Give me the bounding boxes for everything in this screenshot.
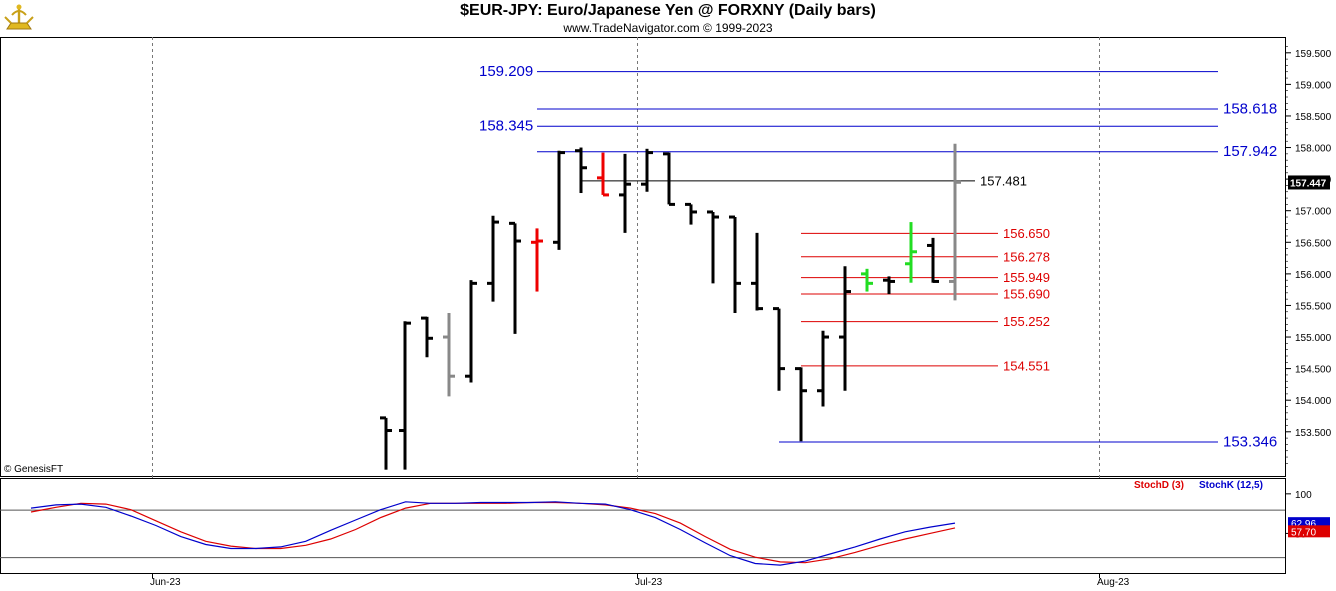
ohlc-bar <box>597 152 609 197</box>
ohlc-bar <box>619 153 631 233</box>
stoch-panel-frame <box>0 478 1286 574</box>
x-axis-label: Aug-23 <box>1097 577 1130 588</box>
stoch-k-legend: StochK (12,5) <box>1199 480 1263 491</box>
stoch-k-last-value: 62.96 <box>1291 519 1316 530</box>
ohlc-bar <box>905 222 917 283</box>
price-axis-label: 154.000 <box>1295 396 1332 407</box>
price-axis-label: 157.000 <box>1295 207 1332 218</box>
level-label: 155.690 <box>1003 286 1050 301</box>
price-axis-label: 154.500 <box>1295 365 1332 376</box>
price-axis-label: 155.500 <box>1295 301 1332 312</box>
level-label: 157.942 <box>1223 143 1277 160</box>
level-label: 158.345 <box>479 118 533 135</box>
ohlc-bar <box>641 148 653 192</box>
ohlc-bar <box>707 210 719 284</box>
last-price-box <box>1288 175 1330 190</box>
ohlc-bar <box>399 321 411 470</box>
ohlc-bar <box>795 367 807 442</box>
stoch-d-legend: StochD (3) <box>1134 480 1184 491</box>
ohlc-bar <box>751 232 763 311</box>
price-axis-label: 159.000 <box>1295 80 1332 91</box>
chart-subtitle: www.TradeNavigator.com © 1999-2023 <box>563 21 773 35</box>
price-axis-label: 153.500 <box>1295 428 1332 439</box>
level-label: 156.650 <box>1003 226 1050 241</box>
price-panel-frame <box>0 37 1286 477</box>
ohlc-bar <box>443 313 455 397</box>
ohlc-bar <box>949 143 961 301</box>
level-label: 156.278 <box>1003 249 1050 264</box>
genesis-watermark: © GenesisFT <box>4 464 63 475</box>
ohlc-bar <box>729 215 741 314</box>
ohlc-bar <box>553 150 565 250</box>
ohlc-bar <box>487 215 499 302</box>
x-axis: Jun-23 Jul-23 Aug-23 <box>150 573 1130 588</box>
ohlc-bar <box>380 416 392 470</box>
level-label: 158.618 <box>1223 101 1277 118</box>
ohlc-bar <box>685 202 697 225</box>
chart-title: $EUR-JPY: Euro/Japanese Yen @ FORXNY (Da… <box>460 2 876 19</box>
level-label: 157.481 <box>980 173 1027 188</box>
last-price-label: 157.447 <box>1290 178 1327 189</box>
ohlc-bar <box>861 268 873 292</box>
stoch-d-last-box <box>1288 525 1330 538</box>
stoch-k-line <box>30 501 956 566</box>
level-label: 159.209 <box>479 63 533 80</box>
chart-header: $EUR-JPY: Euro/Japanese Yen @ FORXNY (Da… <box>0 0 1336 36</box>
price-axis-label: 158.000 <box>1295 144 1332 155</box>
ohlc-bar <box>839 266 851 391</box>
level-label: 155.252 <box>1003 314 1050 329</box>
ohlc-bar <box>883 276 895 295</box>
price-axis-label: 156.500 <box>1295 238 1332 249</box>
ohlc-bar <box>531 228 543 292</box>
stoch-d-line <box>30 501 956 564</box>
ohlc-bar <box>421 316 433 358</box>
x-axis-label: Jun-23 <box>150 577 181 588</box>
level-label: 153.346 <box>1223 434 1277 451</box>
ohlc-bar <box>575 147 587 194</box>
level-label: 154.551 <box>1003 358 1050 373</box>
stoch-d-last-value: 57.70 <box>1291 527 1316 538</box>
ohlc-bar <box>465 280 477 383</box>
price-axis-label: 158.500 <box>1295 112 1332 123</box>
x-axis-label: Jul-23 <box>635 577 663 588</box>
ohlc-bar <box>817 330 829 407</box>
stoch-axis-label: 100 <box>1295 490 1312 501</box>
level-label: 155.949 <box>1003 270 1050 285</box>
trade-navigator-logo-icon <box>3 3 35 33</box>
ohlc-bar <box>773 307 785 391</box>
ohlc-bar <box>509 221 521 334</box>
ohlc-bar <box>927 237 939 283</box>
price-axis-label: 156.000 <box>1295 270 1332 281</box>
ohlc-bar <box>663 152 675 206</box>
price-axis-label: 155.000 <box>1295 333 1332 344</box>
price-axis-label: 159.500 <box>1295 49 1332 60</box>
